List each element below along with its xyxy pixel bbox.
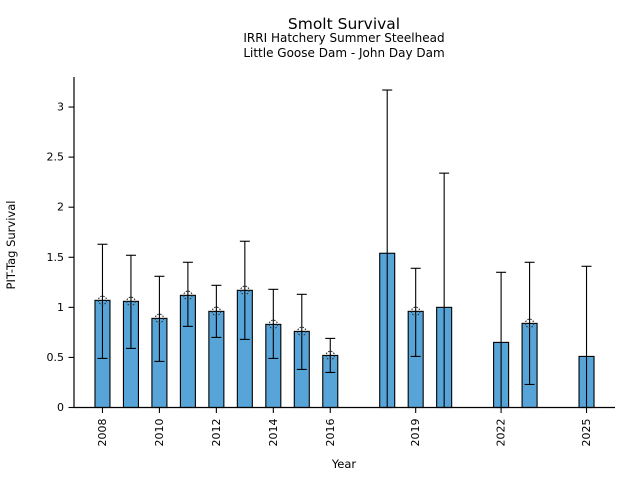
- chart-subtitle-2: Little Goose Dam - John Day Dam: [243, 46, 444, 60]
- x-tick-label: 2014: [267, 419, 280, 447]
- y-tick-label: 1: [57, 301, 64, 314]
- estimate-marker: [154, 313, 165, 324]
- x-tick-label: 2016: [324, 419, 337, 447]
- estimate-marker: [97, 295, 108, 306]
- chart-title: Smolt Survival: [288, 15, 400, 33]
- x-tick-label: 2019: [409, 419, 422, 447]
- chart-subtitle-1: IRRI Hatchery Summer Steelhead: [243, 31, 444, 45]
- plot-area: 2008 2010 2012 2014 2016 2019 2022 2025 0 0.5 1 1.5…: [47, 89, 595, 447]
- y-tick-label: 0.5: [47, 351, 65, 364]
- x-tick-label: 2008: [96, 419, 109, 447]
- x-tick-label: 2012: [210, 419, 223, 447]
- x-axis-label: Year: [331, 457, 357, 471]
- y-tick-label: 1.5: [47, 251, 65, 264]
- estimate-marker: [126, 296, 136, 307]
- estimate-marker: [240, 285, 250, 296]
- estimate-marker: [325, 350, 336, 361]
- y-tick-label: 0: [57, 401, 64, 414]
- estimate-marker: [211, 306, 222, 317]
- y-axis-label: PIT-Tag Survival: [4, 201, 18, 290]
- y-tick-label: 2.5: [47, 151, 65, 164]
- estimate-marker: [410, 306, 421, 317]
- estimate-marker: [297, 326, 307, 337]
- estimate-marker: [183, 290, 193, 301]
- x-tick-label: 2010: [153, 419, 166, 447]
- x-tick-label: 2022: [495, 418, 508, 446]
- estimate-marker: [268, 319, 279, 330]
- axis-spines: [73, 77, 615, 409]
- y-tick-label: 3: [57, 101, 64, 114]
- y-tick-label: 2: [57, 201, 64, 214]
- x-tick-label: 2025: [580, 419, 593, 447]
- estimate-marker: [524, 318, 535, 329]
